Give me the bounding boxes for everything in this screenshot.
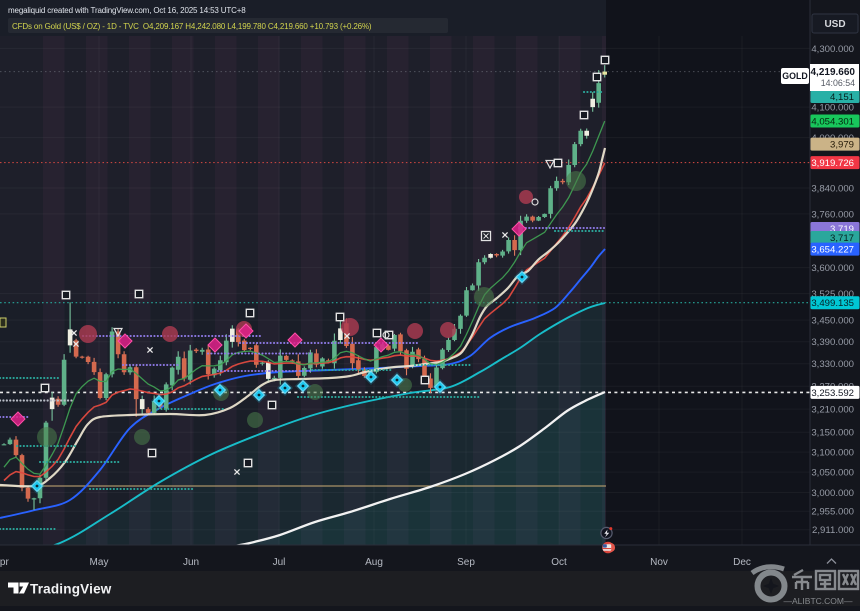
svg-text:2,911.000: 2,911.000 xyxy=(812,525,854,536)
svg-text:GOLD: GOLD xyxy=(782,71,807,81)
svg-text:Dec: Dec xyxy=(733,557,751,568)
svg-text:3,717: 3,717 xyxy=(830,233,854,244)
svg-text:3,000.000: 3,000.000 xyxy=(811,488,854,499)
svg-text:Apr: Apr xyxy=(0,557,9,568)
svg-text:4,300.000: 4,300.000 xyxy=(811,44,854,55)
svg-text:May: May xyxy=(90,557,109,568)
svg-text:Jun: Jun xyxy=(183,557,199,568)
svg-text:3,840.000: 3,840.000 xyxy=(811,183,854,194)
svg-text:3,100.000: 3,100.000 xyxy=(811,448,854,459)
svg-text:megaliquid created with Tradin: megaliquid created with TradingView.com,… xyxy=(8,6,246,15)
svg-text:3,390.000: 3,390.000 xyxy=(811,337,854,348)
svg-text:3,654.227: 3,654.227 xyxy=(811,245,854,256)
svg-text:3,210.000: 3,210.000 xyxy=(811,405,854,416)
svg-text:3,919.726: 3,919.726 xyxy=(811,158,854,169)
svg-text:3,450.000: 3,450.000 xyxy=(811,316,854,327)
svg-text:3,600.000: 3,600.000 xyxy=(811,263,854,274)
svg-text:3,253.592: 3,253.592 xyxy=(811,388,854,399)
svg-text:Nov: Nov xyxy=(650,557,668,568)
svg-text:3,979: 3,979 xyxy=(830,140,854,151)
svg-text:4,219.660: 4,219.660 xyxy=(811,67,856,78)
svg-text:Aug: Aug xyxy=(365,557,383,568)
svg-text:TradingView: TradingView xyxy=(30,582,112,597)
svg-text:2,955.000: 2,955.000 xyxy=(811,507,854,518)
svg-text:CFDs on Gold (US$ / OZ) - 1D -: CFDs on Gold (US$ / OZ) - 1D - TVC O4,20… xyxy=(12,22,372,31)
svg-text:4,054.301: 4,054.301 xyxy=(811,117,854,128)
svg-text:USD: USD xyxy=(824,19,845,30)
svg-text:4,100.000: 4,100.000 xyxy=(811,103,854,114)
svg-text:3,719: 3,719 xyxy=(830,224,854,235)
svg-text:Oct: Oct xyxy=(551,557,567,568)
svg-text:14:06:54: 14:06:54 xyxy=(821,78,855,88)
svg-text:3,150.000: 3,150.000 xyxy=(811,428,854,439)
svg-text:3,760.000: 3,760.000 xyxy=(811,209,854,220)
svg-text:3,499.135: 3,499.135 xyxy=(811,298,854,309)
svg-text:—ALIBTC.COM—: —ALIBTC.COM— xyxy=(784,596,853,606)
svg-text:Sep: Sep xyxy=(457,557,475,568)
svg-text:3,050.000: 3,050.000 xyxy=(811,468,854,479)
svg-text:3,330.000: 3,330.000 xyxy=(811,359,854,370)
svg-text:Jul: Jul xyxy=(273,557,286,568)
svg-text:3,525.000: 3,525.000 xyxy=(811,289,854,300)
svg-text:4,151: 4,151 xyxy=(830,92,854,103)
